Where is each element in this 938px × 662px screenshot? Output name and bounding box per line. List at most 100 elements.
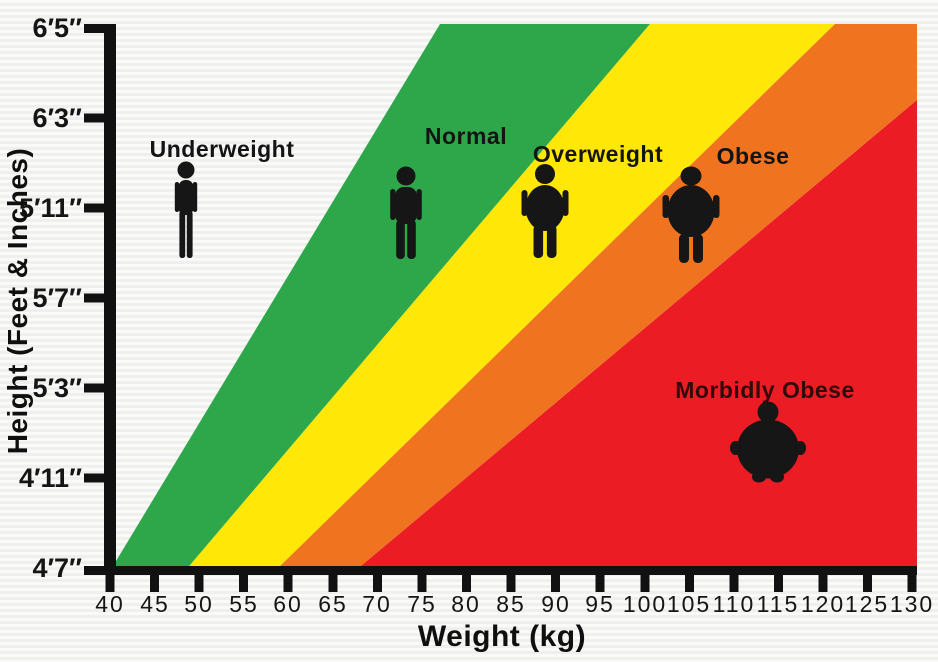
band-label-normal: Normal <box>424 123 508 149</box>
icon-part <box>192 182 198 212</box>
icon-part <box>396 220 405 259</box>
x-tick <box>194 575 204 592</box>
thin-person-icon <box>174 161 198 258</box>
x-tick <box>774 575 783 592</box>
icon-part <box>737 419 799 479</box>
x-tick <box>328 575 338 592</box>
band-label-obese: Obese <box>716 143 790 169</box>
x-tick <box>417 575 427 592</box>
icon-part <box>395 187 417 224</box>
band-obese <box>275 24 917 571</box>
x-tick-label: 90 <box>541 591 571 617</box>
y-tick <box>84 113 106 123</box>
x-tick-label: 100 <box>622 591 668 617</box>
y-tick-label: 4′11″ <box>19 463 82 493</box>
x-tick <box>239 575 248 592</box>
icon-part <box>416 189 422 220</box>
y-tick <box>84 383 106 393</box>
x-axis-line <box>84 566 917 575</box>
x-tick <box>640 575 650 592</box>
x-tick-label: 130 <box>889 591 935 617</box>
x-tick <box>863 575 872 592</box>
icon-part <box>757 401 779 423</box>
obese-person-icon <box>662 166 720 263</box>
x-tick-label: 45 <box>140 591 170 617</box>
band-normal <box>110 24 650 571</box>
y-tick-label: 6′5″ <box>32 13 82 43</box>
icon-part <box>662 195 669 218</box>
x-tick <box>150 575 159 592</box>
y-tick-label: 5′3″ <box>32 373 82 403</box>
x-tick <box>551 575 560 592</box>
icon-part <box>546 225 557 258</box>
y-tick-label: 5′7″ <box>32 283 82 313</box>
axes <box>84 24 917 592</box>
x-tick-label: 65 <box>318 591 348 617</box>
y-tick-label: 4′7″ <box>32 553 82 583</box>
y-tick-label: 6′3″ <box>32 103 82 133</box>
bmi-bands <box>110 24 917 571</box>
x-tick-label: 110 <box>712 591 756 617</box>
x-tick-label: 70 <box>362 591 392 617</box>
icon-part <box>533 225 544 258</box>
y-tick <box>84 473 106 483</box>
x-axis-title: Weight (kg) <box>417 620 587 653</box>
icon-part <box>186 211 193 258</box>
icon-part <box>177 161 195 179</box>
y-axis-title: Height (Feet & Inches) <box>2 147 33 455</box>
y-tick <box>84 293 106 303</box>
x-tick <box>105 575 115 592</box>
icon-part <box>795 441 806 455</box>
x-tick-label: 80 <box>451 591 481 617</box>
icon-part <box>521 190 528 216</box>
icon-part <box>770 471 784 483</box>
icon-part <box>178 180 194 215</box>
x-tick <box>729 575 739 592</box>
x-tick-label: 125 <box>844 591 890 617</box>
icon-part <box>535 164 555 184</box>
x-tick-label: 120 <box>800 591 846 617</box>
x-tick-label: 115 <box>756 591 800 617</box>
icon-part <box>179 211 186 258</box>
x-tick <box>373 575 382 592</box>
x-tick-label: 105 <box>666 591 712 617</box>
icon-part <box>730 441 741 455</box>
x-tick <box>907 575 917 592</box>
x-tick-label: 40 <box>95 591 125 617</box>
x-tick-label: 95 <box>585 591 615 617</box>
x-tick <box>818 575 828 592</box>
icon-part <box>525 185 565 231</box>
icon-part <box>562 190 569 216</box>
x-tick <box>685 575 694 592</box>
x-tick <box>595 575 605 592</box>
x-tick-label: 55 <box>229 591 259 617</box>
x-tick-label: 50 <box>184 591 214 617</box>
band-label-overweight: Overweight <box>532 141 664 167</box>
band-label-morbidly-obese: Morbidly Obese <box>675 377 855 403</box>
x-tick <box>506 575 516 592</box>
normal-person-icon <box>390 166 422 259</box>
morbidly-obese-person-icon <box>730 401 806 483</box>
y-tick <box>84 24 106 33</box>
icon-part <box>752 471 766 483</box>
icon-part <box>693 234 703 263</box>
band-overweight <box>185 24 835 571</box>
band-label-underweight: Underweight <box>149 136 295 162</box>
y-axis-line <box>104 24 116 575</box>
icon-part <box>679 234 689 263</box>
x-tick <box>462 575 471 592</box>
icon-part <box>390 189 396 220</box>
icon-part <box>174 182 180 212</box>
x-tick-label: 85 <box>496 591 526 617</box>
x-tick-label: 60 <box>273 591 303 617</box>
y-tick-label: 5′11″ <box>19 193 82 223</box>
icon-part <box>680 166 702 186</box>
icon-part <box>667 185 715 237</box>
icon-part <box>396 166 416 186</box>
icon-part <box>713 195 720 218</box>
overweight-person-icon <box>521 164 569 258</box>
figure-icons <box>174 161 806 483</box>
x-tick <box>283 575 293 592</box>
